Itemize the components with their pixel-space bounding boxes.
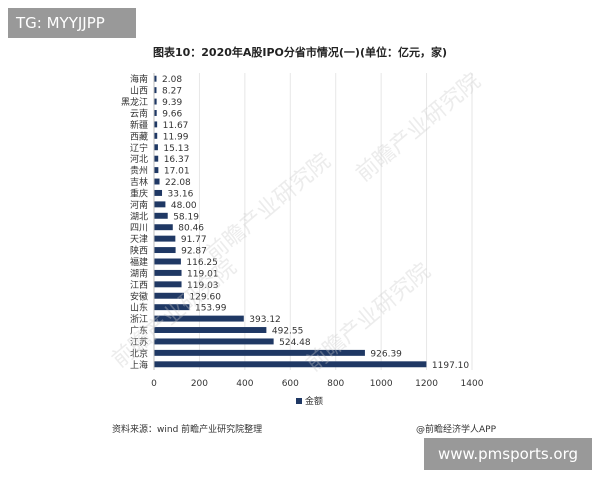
watermark-tag-bottom-right: www.pmsports.org [424, 438, 592, 470]
bar [154, 212, 168, 219]
category-label: 浙江 [130, 313, 148, 325]
x-tick-label: 200 [191, 379, 208, 389]
bar [154, 247, 176, 254]
category-label: 辽宁 [130, 142, 148, 154]
data-label: 129.60 [189, 292, 221, 302]
bar [154, 224, 173, 231]
x-tick-label: 1000 [370, 379, 393, 389]
category-label: 重庆 [130, 187, 148, 199]
category-label: 四川 [130, 224, 148, 234]
bar [154, 87, 157, 94]
data-label: 492.55 [272, 327, 304, 337]
bar [154, 178, 160, 185]
data-label: 2.08 [162, 75, 182, 85]
data-label: 116.25 [186, 258, 218, 268]
bar [154, 338, 274, 345]
bar [154, 235, 176, 242]
bar [154, 132, 158, 139]
category-label: 湖南 [130, 267, 148, 279]
category-label: 江苏 [130, 336, 148, 348]
category-label: 天津 [130, 234, 148, 245]
category-label: 湖北 [130, 211, 148, 222]
bar [154, 98, 157, 105]
data-label: 16.37 [164, 155, 190, 165]
bar [154, 269, 182, 276]
category-label: 北京 [130, 347, 148, 359]
category-label: 吉林 [130, 176, 148, 188]
data-label: 92.87 [181, 247, 207, 257]
category-label: 上海 [130, 359, 148, 371]
data-label: 524.48 [279, 338, 311, 348]
category-label: 云南 [130, 107, 148, 119]
category-label: 江西 [130, 280, 148, 291]
category-label: 山东 [130, 302, 148, 314]
x-tick-label: 0 [151, 379, 157, 389]
bar [154, 349, 365, 356]
data-label: 11.99 [163, 132, 189, 142]
source-note: 资料来源：wind 前瞻产业研究院整理 [112, 425, 263, 435]
data-label: 48.00 [171, 201, 197, 211]
data-label: 33.16 [168, 189, 194, 199]
x-tick-label: 1400 [461, 379, 484, 389]
data-label: 15.13 [163, 144, 189, 154]
bar [154, 121, 158, 128]
x-tick-label: 1200 [415, 379, 438, 389]
bar [154, 110, 157, 116]
category-label: 新疆 [130, 119, 148, 131]
category-label: 安徽 [130, 290, 148, 302]
chart-title: 图表10：2020年A股IPO分省市情况(一)(单位：亿元，家) [152, 46, 448, 59]
category-label: 海南 [130, 73, 148, 85]
bar [154, 201, 166, 208]
category-label: 福建 [130, 256, 148, 268]
watermark-tag-top-left: TG: MYYJJPP [8, 8, 136, 38]
x-tick-label: 800 [327, 379, 344, 389]
bar [154, 281, 182, 288]
data-label: 58.19 [173, 212, 199, 222]
data-label: 153.99 [195, 304, 227, 314]
category-label: 西藏 [130, 130, 148, 142]
data-label: 9.66 [162, 109, 182, 119]
bar [154, 155, 159, 162]
bar [154, 167, 159, 174]
category-label: 河南 [130, 199, 148, 211]
legend-label: 金额 [305, 395, 323, 407]
data-label: 8.27 [162, 87, 182, 97]
legend-swatch [296, 398, 302, 404]
credit-note: @前瞻经济学人APP [415, 425, 496, 435]
category-label: 山西 [130, 86, 148, 97]
category-label: 贵州 [130, 165, 148, 177]
data-label: 9.39 [162, 98, 182, 108]
data-label: 926.39 [370, 349, 402, 359]
bar [154, 327, 267, 333]
data-label: 393.12 [249, 315, 281, 325]
category-label: 河北 [130, 153, 148, 165]
data-label: 80.46 [178, 224, 204, 234]
data-label: 11.67 [163, 121, 189, 131]
data-label: 91.77 [181, 235, 207, 245]
bar [154, 304, 190, 311]
x-tick-label: 600 [282, 379, 299, 389]
bar [154, 292, 184, 299]
bar [154, 144, 158, 151]
bar [154, 75, 157, 82]
data-label: 17.01 [164, 167, 190, 177]
category-label: 黑龙江 [121, 96, 148, 108]
bar [154, 315, 244, 322]
bar [154, 189, 163, 196]
category-label: 广东 [130, 325, 148, 337]
data-label: 1197.10 [432, 361, 469, 371]
data-label: 22.08 [165, 178, 191, 188]
x-tick-label: 400 [236, 379, 253, 389]
data-label: 119.03 [187, 281, 219, 291]
category-label: 陕西 [130, 245, 148, 257]
bar [154, 361, 427, 368]
bar [154, 258, 181, 265]
data-label: 119.01 [187, 269, 219, 279]
